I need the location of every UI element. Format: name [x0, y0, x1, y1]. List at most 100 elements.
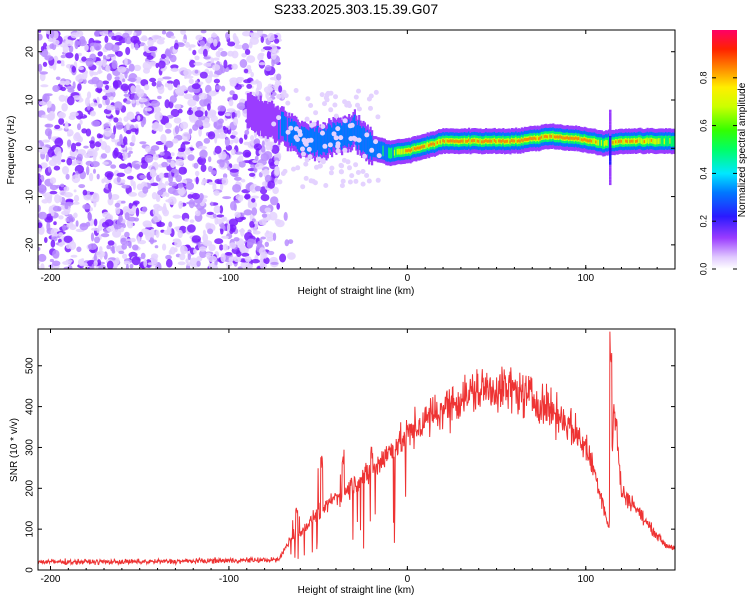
heatmap-cell — [223, 127, 229, 134]
heatmap-cell — [577, 137, 581, 140]
heatmap-cell — [102, 59, 107, 68]
heatmap-cell — [198, 92, 208, 100]
y-tick-label: -10 — [25, 189, 36, 204]
heatmap-cell — [665, 135, 668, 146]
heatmap-cell — [117, 66, 127, 73]
heatmap-cell — [376, 141, 379, 159]
heatmap-cell — [382, 145, 385, 157]
heatmap-cell — [233, 203, 237, 212]
heatmap-cell — [612, 141, 615, 144]
heatmap-cell — [188, 128, 193, 135]
heatmap-cell — [118, 214, 123, 223]
heatmap-cell — [373, 139, 379, 145]
heatmap-cell — [150, 255, 158, 265]
heatmap-cell — [91, 76, 100, 85]
heatmap-cell — [609, 124, 612, 128]
heatmap-cell — [50, 228, 60, 237]
heatmap-cell — [556, 135, 559, 139]
heatmap-cell — [168, 249, 172, 255]
heatmap-cell — [525, 138, 528, 141]
heatmap-cell — [107, 197, 114, 206]
heatmap-cell — [258, 101, 261, 137]
heatmap-cell — [293, 134, 299, 140]
heatmap-cell — [319, 92, 325, 98]
heatmap-cell — [82, 78, 87, 85]
heatmap-cell — [77, 136, 83, 143]
heatmap-cell — [293, 121, 297, 146]
heatmap-cell — [346, 123, 349, 148]
heatmap-cell — [238, 155, 244, 162]
heatmap-cell — [119, 163, 128, 169]
heatmap-cell — [189, 257, 199, 266]
heatmap-cell — [509, 140, 512, 144]
heatmap-cell — [519, 139, 522, 143]
heatmap-cell — [107, 53, 116, 58]
heatmap-cell — [228, 99, 234, 107]
heatmap-cell — [416, 146, 419, 150]
heatmap-cell — [172, 214, 182, 219]
heatmap-cell — [177, 182, 184, 189]
heatmap-cell — [244, 194, 251, 200]
heatmap-cell — [64, 204, 69, 210]
heatmap-cell — [162, 209, 169, 217]
heatmap-cell — [178, 147, 186, 152]
heatmap-cell — [166, 258, 173, 268]
heatmap-cell — [69, 221, 74, 226]
heatmap-cell — [320, 130, 325, 136]
heatmap-cell — [180, 30, 186, 35]
heatmap-cell — [339, 183, 345, 189]
heatmap-cell — [228, 218, 239, 227]
heatmap-cell — [609, 147, 612, 151]
heatmap-cell — [516, 139, 519, 143]
colorbar-tick-label: 0.0 — [698, 263, 708, 276]
heatmap-cell — [144, 107, 153, 112]
heatmap-cell — [198, 81, 204, 85]
heatmap-cell — [83, 145, 89, 149]
heatmap-cell — [50, 239, 56, 248]
heatmap-cell — [609, 112, 612, 116]
heatmap-cell — [227, 166, 231, 171]
y-tick-label: 500 — [25, 357, 36, 374]
heatmap-cell — [130, 85, 136, 94]
heatmap-cell — [72, 95, 82, 100]
heatmap-cell — [552, 133, 555, 139]
heatmap-cell — [555, 135, 558, 139]
heatmap-cell — [317, 163, 323, 169]
y-tick-label: 100 — [25, 520, 36, 537]
heatmap-cell — [258, 62, 266, 66]
heatmap-cell — [303, 175, 309, 181]
heatmap-cell — [234, 136, 239, 144]
heatmap-cell — [180, 121, 189, 130]
heatmap-cell — [207, 37, 214, 44]
heatmap-cell — [203, 48, 208, 58]
heatmap-cell — [164, 82, 170, 88]
heatmap-cell — [565, 136, 568, 140]
heatmap-cell — [342, 99, 348, 105]
heatmap-cell — [76, 73, 84, 83]
heatmap-cell — [627, 138, 631, 144]
heatmap-cell — [98, 62, 103, 67]
heatmap-cell — [495, 140, 498, 143]
heatmap-cell — [152, 153, 159, 161]
heatmap-cell — [415, 147, 418, 151]
heatmap-cell — [58, 215, 64, 220]
heatmap-cell — [609, 115, 612, 119]
heatmap-cell — [65, 173, 70, 180]
heatmap-cell — [275, 106, 278, 142]
heatmap-cell — [172, 138, 179, 144]
heatmap-cell — [336, 122, 339, 147]
heatmap-cell — [602, 138, 605, 150]
heatmap-cell — [609, 141, 612, 145]
heatmap-cell — [41, 139, 51, 143]
heatmap-cell — [137, 115, 141, 121]
heatmap-cell — [90, 102, 99, 107]
heatmap-cell — [673, 136, 675, 147]
heatmap-cell — [409, 149, 412, 153]
heatmap-cell — [323, 183, 329, 188]
heatmap-cell — [274, 160, 280, 166]
heatmap-cell — [253, 167, 258, 173]
heatmap-cell — [373, 139, 376, 158]
heatmap-cell — [134, 76, 142, 84]
heatmap-cell — [287, 252, 296, 260]
y-tick-label: 400 — [25, 398, 36, 415]
